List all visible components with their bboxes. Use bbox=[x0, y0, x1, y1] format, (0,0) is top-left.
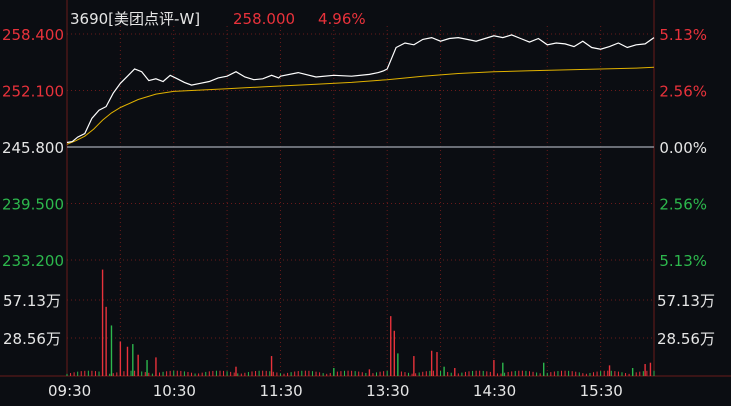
y-axis-left-labels: 258.400 252.100 245.800 239.500 233.200 bbox=[2, 26, 64, 270]
price-line bbox=[66, 34, 655, 144]
volume-left-label: 28.56万 bbox=[3, 330, 61, 348]
y-right-label: 5.13% bbox=[659, 252, 707, 270]
x-tick-label: 14:30 bbox=[473, 382, 516, 400]
x-tick-label: 09:30 bbox=[48, 382, 91, 400]
x-tick-label: 11:30 bbox=[259, 382, 302, 400]
y-left-label: 245.800 bbox=[2, 139, 64, 157]
current-price: 258.000 bbox=[233, 10, 295, 28]
y-left-label: 239.500 bbox=[2, 196, 64, 214]
y-left-label: 233.200 bbox=[2, 252, 64, 270]
y-right-label: 0.00% bbox=[659, 139, 707, 157]
y-right-label: 5.13% bbox=[659, 26, 707, 44]
average-price-line bbox=[66, 66, 655, 145]
y-left-label: 252.100 bbox=[2, 83, 64, 101]
volume-right-label: 57.13万 bbox=[657, 292, 715, 310]
x-tick-label: 13:30 bbox=[366, 382, 409, 400]
y-left-label: 258.400 bbox=[2, 26, 64, 44]
volume-right-label: 28.56万 bbox=[657, 330, 715, 348]
x-tick-label: 10:30 bbox=[153, 382, 196, 400]
y-axis-right-labels: 5.13% 2.56% 0.00% 2.56% 5.13% bbox=[659, 26, 707, 270]
y-right-label: 2.56% bbox=[659, 83, 707, 101]
volume-left-label: 57.13万 bbox=[3, 292, 61, 310]
stock-title: 3690[美团点评-W] bbox=[70, 10, 200, 28]
change-percent: 4.96% bbox=[318, 10, 366, 28]
volume-bars bbox=[66, 269, 655, 376]
x-tick-label: 15:30 bbox=[580, 382, 623, 400]
x-axis-labels: 09:30 10:30 11:30 13:30 14:30 15:30 bbox=[48, 382, 623, 400]
y-right-label: 2.56% bbox=[659, 196, 707, 214]
volume-axis-labels: 57.13万 57.13万 28.56万 28.56万 bbox=[3, 292, 715, 348]
